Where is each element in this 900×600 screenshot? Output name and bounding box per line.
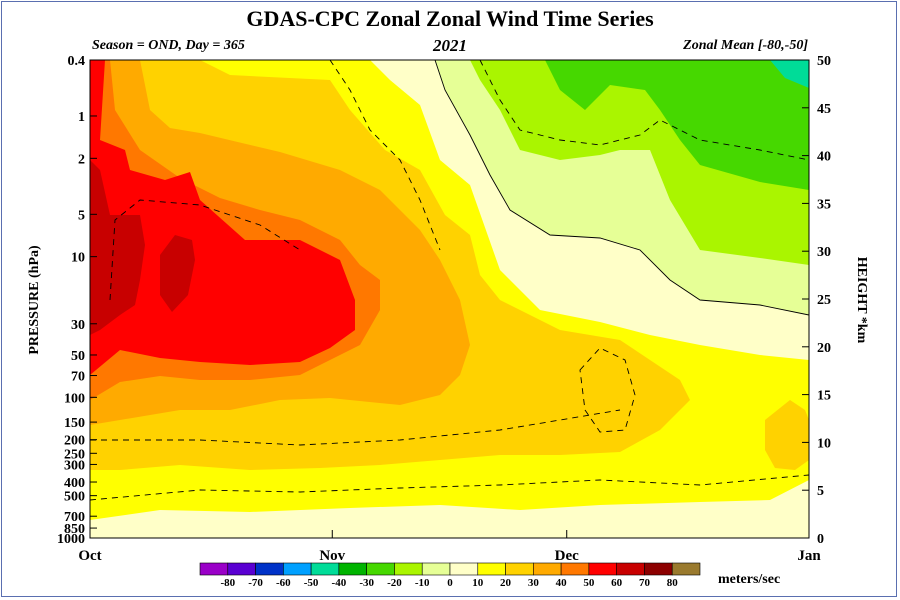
colorbar-tick-label: -40 <box>332 577 347 589</box>
contour-lines <box>90 60 809 501</box>
y2-tick-label: 30 <box>817 245 831 260</box>
region-label: Zonal Mean [-80,-50] <box>683 38 808 53</box>
y2-tick-label: 20 <box>817 341 831 356</box>
colorbar-swatch <box>394 562 423 576</box>
y-tick-label: 5 <box>78 208 85 223</box>
y-tick-label: 2 <box>78 152 85 167</box>
colorbar-swatch <box>588 562 617 576</box>
y-tick-label: 1 <box>78 110 85 125</box>
y2-tick-label: 5 <box>817 484 824 499</box>
y-tick-label: 150 <box>64 416 85 431</box>
x-tick-label: Nov <box>319 548 345 564</box>
y-tick-label: 100 <box>64 391 85 406</box>
y-tick-label: 50 <box>71 349 85 364</box>
y2-tick-label: 15 <box>817 389 831 404</box>
contour-line-dashed <box>90 474 809 501</box>
contour-line-dashed <box>579 347 636 433</box>
contour-fills <box>90 60 809 538</box>
y-axis-label: PRESSURE (hPa) <box>27 245 42 355</box>
chart-title: GDAS-CPC Zonal Zonal Wind Time Series <box>246 6 654 31</box>
colorbar-swatch <box>283 562 312 576</box>
y-tick-label: 1000 <box>57 532 85 547</box>
y-tick-label: 200 <box>64 434 85 449</box>
colorbar-swatch <box>616 562 645 576</box>
contour-line-dashed <box>109 199 301 301</box>
y2-tick-label: 40 <box>817 150 831 165</box>
region-60to70-b <box>160 235 195 312</box>
colorbar-tick-label: 40 <box>556 577 568 589</box>
colorbar-swatch <box>449 562 479 576</box>
colorbar-swatch <box>421 562 451 576</box>
y2-tick-label: 0 <box>817 532 824 547</box>
colorbar-tick-label: -70 <box>248 577 263 589</box>
colorbar-tick-label: 60 <box>611 577 623 589</box>
colorbar-swatch <box>477 562 506 576</box>
colorbar: -80 -70 -60 -50 -40 -30 -20 -10 0 10 20 30 40 50 60 70 8… <box>199 562 701 589</box>
colorbar-units: meters/sec <box>718 572 781 587</box>
colorbar-swatch <box>560 562 590 576</box>
colorbar-tick-label: 0 <box>447 577 453 589</box>
region-50to60 <box>90 60 355 375</box>
colorbar-tick-label: 20 <box>500 577 512 589</box>
y-tick-label: 30 <box>71 318 85 333</box>
y-tick-label: 700 <box>64 510 85 525</box>
season-label: Season = OND, Day = 365 <box>92 38 245 53</box>
region-m30tom20 <box>545 60 809 190</box>
y-tick-label: 250 <box>64 447 85 462</box>
colorbar-swatch <box>199 562 229 576</box>
colorbar-tick-label: -50 <box>304 577 319 589</box>
region-60to70-a <box>90 160 145 335</box>
y-tick-label: 850 <box>64 522 85 537</box>
colorbar-tick-label: -10 <box>415 577 430 589</box>
y2-tick-label: 45 <box>817 102 831 117</box>
colorbar-tick-label: -20 <box>387 577 402 589</box>
x-tick-label: Jan <box>797 548 821 564</box>
y-tick-label: 70 <box>71 370 85 385</box>
colorbar-tick-label: 50 <box>583 577 595 589</box>
colorbar-swatch <box>310 562 340 576</box>
right-y-axis: 0 5 10 15 20 25 30 35 40 45 50 <box>802 54 831 547</box>
y2-tick-label: 25 <box>817 293 831 308</box>
region-20to30-blob <box>765 400 809 470</box>
colorbar-swatch <box>366 562 395 576</box>
colorbar-tick-label: -80 <box>220 577 235 589</box>
colorbar-swatch <box>505 562 534 576</box>
y-tick-label: 500 <box>64 490 85 505</box>
colorbar-swatch <box>338 562 367 576</box>
y-tick-label: 300 <box>64 458 85 473</box>
contour-line-dashed <box>329 60 441 251</box>
colorbar-swatch <box>255 562 284 576</box>
y2-axis-label: HEIGHT *km <box>854 257 869 344</box>
colorbar-swatch <box>533 562 562 576</box>
colorbar-tick-label: 10 <box>472 577 484 589</box>
x-tick-label: Dec <box>555 548 579 564</box>
y2-tick-label: 50 <box>817 54 831 69</box>
colorbar-tick-label: -60 <box>276 577 291 589</box>
y-tick-label: 0.4 <box>68 54 86 69</box>
region-m40tom30 <box>770 60 809 88</box>
y2-tick-label: 10 <box>817 436 831 451</box>
colorbar-swatch <box>644 562 673 576</box>
y-tick-label: 400 <box>64 476 85 491</box>
colorbar-tick-label: -30 <box>359 577 374 589</box>
contour-line-solid <box>434 60 809 316</box>
y-tick-label: 10 <box>71 251 85 266</box>
x-tick-label: Oct <box>78 548 101 564</box>
colorbar-tick-label: 80 <box>667 577 679 589</box>
colorbar-swatch <box>671 562 701 576</box>
colorbar-tick-label: 70 <box>639 577 651 589</box>
x-axis: Oct Nov Dec Jan <box>78 530 821 564</box>
contour-line-dashed <box>90 409 621 446</box>
y2-tick-label: 35 <box>817 197 831 212</box>
year-label: 2021 <box>433 36 467 55</box>
colorbar-tick-label: 30 <box>528 577 540 589</box>
colorbar-swatch <box>227 562 256 576</box>
